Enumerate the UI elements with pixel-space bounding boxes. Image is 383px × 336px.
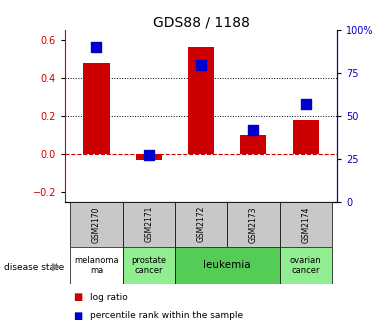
Point [303, 101, 309, 107]
Text: prostate
cancer: prostate cancer [131, 256, 166, 275]
Bar [175, 202, 227, 247]
Point [250, 127, 257, 132]
Text: disease state: disease state [4, 263, 64, 271]
Bar [240, 135, 267, 154]
Text: percentile rank within the sample: percentile rank within the sample [90, 311, 243, 320]
Text: log ratio: log ratio [90, 293, 128, 302]
Point [198, 62, 204, 67]
Bar [70, 202, 123, 247]
Bar [83, 62, 110, 154]
Text: melanoma
ma: melanoma ma [74, 256, 119, 275]
Bar [227, 202, 280, 247]
Bar [123, 202, 175, 247]
Text: GSM2171: GSM2171 [144, 206, 153, 243]
Point [93, 45, 100, 50]
Bar [123, 247, 175, 284]
Text: GSM2173: GSM2173 [249, 206, 258, 243]
Bar [280, 247, 332, 284]
Text: ▶: ▶ [52, 262, 60, 272]
Text: ■: ■ [73, 292, 82, 302]
Bar [280, 202, 332, 247]
Text: GSM2170: GSM2170 [92, 206, 101, 243]
Point [146, 153, 152, 158]
Bar [70, 247, 123, 284]
Bar [293, 120, 319, 154]
Text: GSM2172: GSM2172 [196, 206, 206, 243]
Text: ovarian
cancer: ovarian cancer [290, 256, 321, 275]
Text: ■: ■ [73, 311, 82, 321]
Title: GDS88 / 1188: GDS88 / 1188 [153, 15, 249, 29]
Bar [136, 154, 162, 160]
Bar [188, 47, 214, 154]
Text: leukemia: leukemia [203, 260, 251, 270]
Text: GSM2174: GSM2174 [301, 206, 310, 243]
Bar [175, 247, 280, 284]
